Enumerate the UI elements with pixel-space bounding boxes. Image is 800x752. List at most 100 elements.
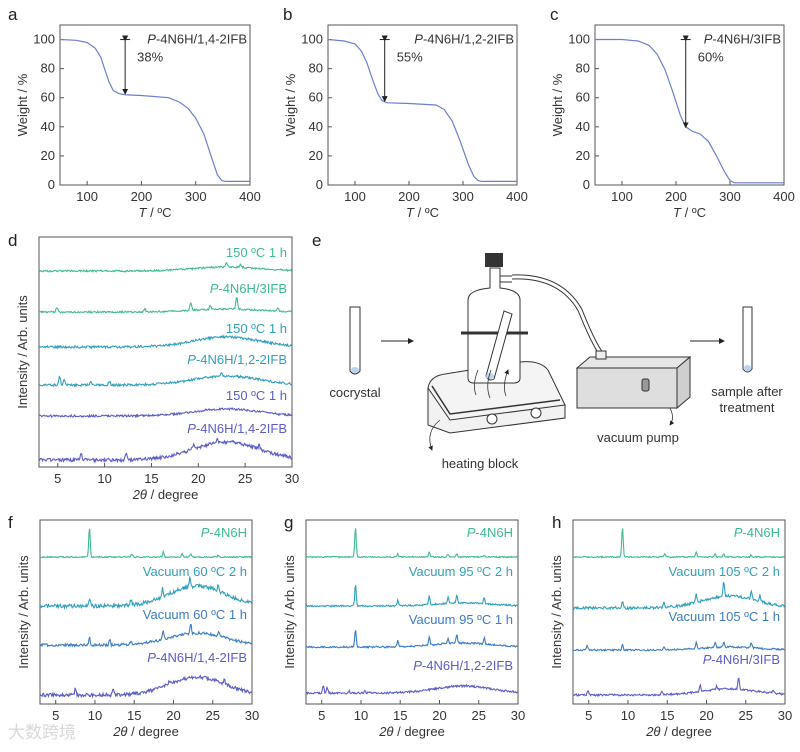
x-tick-label: 15 — [144, 471, 158, 486]
y-tick-label: 40 — [576, 119, 590, 134]
label-vacuum-pump: vacuum pump — [597, 430, 679, 445]
series-label-rest: -4N6H/1,4-2IFB — [156, 32, 247, 47]
x-tick-label: 400 — [773, 189, 795, 204]
x-axis-label: T / ºC — [673, 205, 706, 220]
xrd-pattern — [572, 639, 785, 652]
panel-letter-f: f — [8, 513, 13, 532]
series-label-rest: -4N6H/1,2-2IFB — [423, 32, 514, 47]
watermark: 大数跨境 — [8, 723, 76, 742]
chart-a: a 100 200 300 400 T / ºC Weight / % 0 20 40 60 80 10… — [8, 5, 261, 220]
xrd-pattern — [39, 576, 252, 610]
plot-frame — [305, 519, 519, 705]
label-treatment: treatment — [720, 400, 775, 415]
pattern-label: P-4N6H/1,4-2IFB — [147, 650, 247, 665]
tga-curve — [327, 38, 517, 182]
pattern-label: P-4N6H/3IFB — [210, 281, 287, 296]
x-tick-label: 25 — [206, 708, 220, 723]
weight-loss-annotation: 60% — [698, 49, 724, 64]
x-axis-label-italic: 2θ — [132, 487, 147, 502]
x-axis-label-rest: / ºC — [681, 205, 706, 220]
xrd-pattern — [305, 630, 518, 649]
pattern-label: P-4N6H/1,4-2IFB — [187, 421, 287, 436]
xrd-pattern — [305, 683, 518, 695]
xrd-pattern — [572, 528, 785, 559]
pattern-label-italic: P — [734, 525, 743, 540]
x-tick-label: 15 — [127, 708, 141, 723]
vacuum-flask-icon — [461, 253, 528, 399]
xrd-pattern — [572, 677, 785, 697]
test-tube-treated-icon — [742, 306, 753, 373]
xrd-pattern — [38, 334, 292, 350]
weight-loss-annotation: 55% — [397, 49, 423, 64]
x-tick-label: 30 — [285, 471, 299, 486]
x-tick-label: 400 — [239, 189, 261, 204]
pattern-label-rest: Vacuum 60 ºC 1 h — [143, 607, 247, 622]
panel-e-diagram: e cocrystal — [312, 231, 783, 471]
x-tick-label: 10 — [88, 708, 102, 723]
y-axis-label: Weight / % — [283, 73, 298, 136]
chart-d: d 5 10 15 20 25 30 2θ / degree Intensity / Arb. … — [8, 231, 299, 502]
pattern-label-rest: 150 ºC 1 h — [226, 245, 287, 260]
x-tick-label: 10 — [354, 708, 368, 723]
pattern-label: P-4N6H/1,2-2IFB — [413, 658, 513, 673]
pattern-label: P-4N6H — [467, 525, 513, 540]
x-axis-label: 2θ / degree — [378, 724, 445, 739]
x-axis-label-italic: T — [139, 205, 148, 220]
x-tick-label: 100 — [611, 189, 633, 204]
y-axis-label: Weight / % — [550, 73, 565, 136]
x-axis-label: 2θ / degree — [645, 724, 712, 739]
y-tick-label: 100 — [301, 32, 323, 47]
pattern-label-rest: Vacuum 105 ºC 2 h — [669, 564, 780, 579]
pattern-label-italic: P — [187, 421, 196, 436]
pattern-label-rest: Vacuum 105 ºC 1 h — [669, 609, 780, 624]
x-tick-label: 20 — [166, 708, 180, 723]
chart-c: c 100 200 300 400 T / ºC Weight / % 0 20 40 60 80 10… — [550, 5, 795, 220]
xrd-pattern — [38, 261, 293, 273]
x-axis-label-italic: T — [406, 205, 415, 220]
pattern-label-rest: -4N6H — [209, 525, 247, 540]
pattern-label: Vacuum 105 ºC 1 h — [669, 609, 780, 624]
x-axis-label: 2θ / degree — [112, 724, 179, 739]
x-axis-label-rest: / degree — [147, 487, 198, 502]
x-tick-label: 5 — [585, 708, 592, 723]
x-axis-label-rest: / degree — [393, 724, 444, 739]
x-tick-label: 30 — [511, 708, 525, 723]
plot-frame — [327, 24, 518, 186]
y-tick-label: 80 — [576, 61, 590, 76]
x-tick-label: 30 — [245, 708, 259, 723]
pattern-label-italic: P — [703, 652, 712, 667]
pattern-label-rest: -4N6H/3IFB — [711, 652, 780, 667]
y-tick-label: 40 — [41, 119, 55, 134]
x-tick-label: 10 — [97, 471, 111, 486]
pattern-label-rest: Vacuum 60 ºC 2 h — [143, 564, 247, 579]
x-axis-label-italic: T — [673, 205, 682, 220]
chart-f: f 5 10 15 20 25 30 2θ / degree Intensity / Arb. … — [8, 513, 259, 739]
pattern-label: 150 ºC 1 h — [226, 388, 287, 403]
tga-curve — [595, 38, 784, 184]
pattern-label-rest: -4N6H — [742, 525, 780, 540]
xrd-pattern — [305, 528, 518, 559]
pattern-label: Vacuum 95 ºC 1 h — [409, 612, 513, 627]
y-tick-label: 0 — [48, 177, 55, 192]
y-tick-label: 20 — [309, 148, 323, 163]
y-tick-label: 20 — [41, 148, 55, 163]
x-tick-label: 25 — [238, 471, 252, 486]
x-tick-label: 300 — [452, 189, 474, 204]
label-heating-block: heating block — [442, 456, 519, 471]
y-tick-label: 40 — [309, 119, 323, 134]
y-axis-label: Intensity / Arb. units — [282, 555, 297, 669]
pattern-label-rest: -4N6H/1,2-2IFB — [196, 352, 287, 367]
pattern-label: P-4N6H/1,2-2IFB — [187, 352, 287, 367]
panel-letter-h: h — [552, 513, 561, 532]
y-tick-label: 100 — [33, 32, 55, 47]
pattern-label-rest: Vacuum 95 ºC 1 h — [409, 612, 513, 627]
pattern-label-rest: Vacuum 95 ºC 2 h — [409, 564, 513, 579]
y-axis-label: Intensity / Arb. units — [16, 555, 31, 669]
pattern-label-italic: P — [201, 525, 210, 540]
plot-frame — [59, 24, 251, 186]
x-tick-label: 25 — [739, 708, 753, 723]
xrd-pattern — [39, 528, 252, 559]
x-tick-label: 20 — [432, 708, 446, 723]
panel-letter-a: a — [8, 5, 18, 24]
